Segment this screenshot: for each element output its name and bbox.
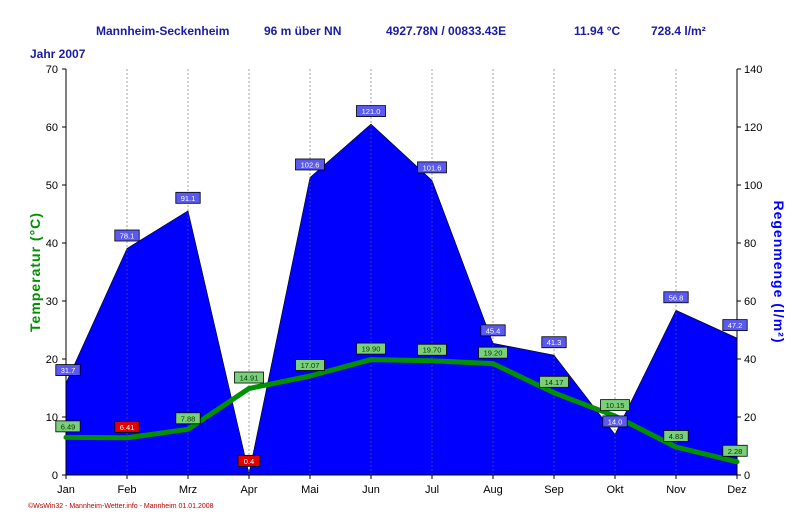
x-tick-label: Sep xyxy=(544,484,564,496)
temp-data-label-box xyxy=(417,343,447,356)
station-coordinates: 4927.78N / 00833.43E xyxy=(386,24,507,38)
left-tick-label: 40 xyxy=(46,238,58,250)
temp-data-label: 7.88 xyxy=(181,414,196,423)
temp-data-label-box xyxy=(175,412,201,425)
x-tick-label: Dez xyxy=(727,484,747,496)
rain-data-label: 78.1 xyxy=(120,232,135,241)
x-tick-label: Jan xyxy=(57,484,75,496)
rain-data-label-box xyxy=(602,415,628,428)
x-tick-label: Jun xyxy=(362,484,380,496)
right-tick-label: 40 xyxy=(744,354,756,366)
left-tick-label: 70 xyxy=(46,64,58,76)
rain-data-label: 14.0 xyxy=(608,417,623,426)
x-tick-label: Mrz xyxy=(179,484,197,496)
left-tick-label: 0 xyxy=(52,470,58,482)
rain-data-label-box xyxy=(356,105,386,117)
rain-data-label: 102.6 xyxy=(301,160,320,169)
right-tick-label: 140 xyxy=(744,64,762,76)
footer-credit: ©WsWin32 - Mannheim-Wetter.info - Mannhe… xyxy=(28,503,214,510)
temp-data-label: 2.28 xyxy=(728,447,743,456)
rain-data-label-box xyxy=(722,319,748,332)
rain-data-label: 91.1 xyxy=(181,194,196,203)
right-tick-label: 0 xyxy=(744,470,750,482)
total-rainfall: 728.4 l/m² xyxy=(651,24,706,38)
temp-data-label: 14.91 xyxy=(240,374,259,383)
temp-data-label-box xyxy=(356,342,386,355)
temp-data-label: 19.70 xyxy=(423,346,442,355)
temp-data-label: 14.17 xyxy=(545,378,564,387)
right-tick-label: 20 xyxy=(744,412,756,424)
station-name: Mannheim-Seckenheim xyxy=(96,24,230,38)
temp-data-label-box xyxy=(539,375,569,388)
temp-data-label: 19.20 xyxy=(484,349,503,358)
temp-data-label: 10.15 xyxy=(606,401,625,410)
temp-data-label-box xyxy=(55,420,81,433)
x-tick-label: Jul xyxy=(425,484,439,496)
temp-data-label-box xyxy=(478,346,508,359)
rain-data-label: 0.4 xyxy=(244,457,254,466)
y-axis-right-title: Regenmenge (l/m²) xyxy=(771,200,787,343)
rain-data-label-box xyxy=(480,324,506,337)
right-tick-label: 100 xyxy=(744,180,762,192)
temp-data-label: 17.07 xyxy=(301,361,320,370)
x-tick-label: Mai xyxy=(301,484,319,496)
mean-temperature: 11.94 °C xyxy=(574,24,621,38)
rain-data-label-box xyxy=(114,229,140,242)
temp-data-label-box xyxy=(234,371,264,384)
temp-data-label-box xyxy=(663,430,689,442)
temp-data-label: 6.41 xyxy=(120,423,135,432)
rain-data-label: 121.0 xyxy=(362,107,381,116)
right-tick-label: 120 xyxy=(744,122,762,134)
temp-data-label: 19.90 xyxy=(362,345,381,354)
station-altitude: 96 m über NN xyxy=(264,24,342,38)
left-tick-label: 50 xyxy=(46,180,58,192)
rain-data-label: 56.8 xyxy=(669,293,684,302)
rain-data-label-box xyxy=(237,454,261,467)
year-label: Jahr 2007 xyxy=(30,47,86,61)
rain-data-label: 31.7 xyxy=(61,366,76,375)
y-axis-left-title: Temperatur (°C) xyxy=(27,212,43,332)
rain-data-label-box xyxy=(295,158,325,171)
right-tick-label: 60 xyxy=(744,296,756,308)
rain-data-label-box xyxy=(541,336,567,349)
x-tick-label: Apr xyxy=(240,484,257,496)
left-tick-label: 60 xyxy=(46,122,58,134)
rain-data-label: 45.4 xyxy=(486,326,501,335)
rain-data-label-box xyxy=(55,364,81,376)
left-tick-label: 10 xyxy=(46,412,58,424)
temp-data-label-box xyxy=(114,420,140,433)
left-tick-label: 20 xyxy=(46,354,58,366)
temp-data-label: 4.83 xyxy=(669,432,684,441)
rain-data-label: 47.2 xyxy=(728,321,743,330)
rain-data-label-box xyxy=(175,191,201,204)
x-tick-label: Nov xyxy=(666,484,686,496)
temp-data-label-box xyxy=(722,444,748,457)
right-tick-label: 80 xyxy=(744,238,756,250)
rain-data-label: 41.3 xyxy=(547,338,562,347)
temp-data-label-box xyxy=(600,399,630,412)
rain-data-label-box xyxy=(663,291,689,304)
x-tick-label: Feb xyxy=(118,484,137,496)
rain-data-label-box xyxy=(417,161,447,174)
x-tick-label: Okt xyxy=(606,484,623,496)
rain-area xyxy=(65,123,738,476)
temp-data-label: 6.49 xyxy=(61,422,76,431)
temp-data-label-box xyxy=(295,359,325,371)
left-tick-label: 30 xyxy=(46,296,58,308)
x-tick-label: Aug xyxy=(483,484,503,496)
rain-data-label: 101.6 xyxy=(423,163,442,172)
